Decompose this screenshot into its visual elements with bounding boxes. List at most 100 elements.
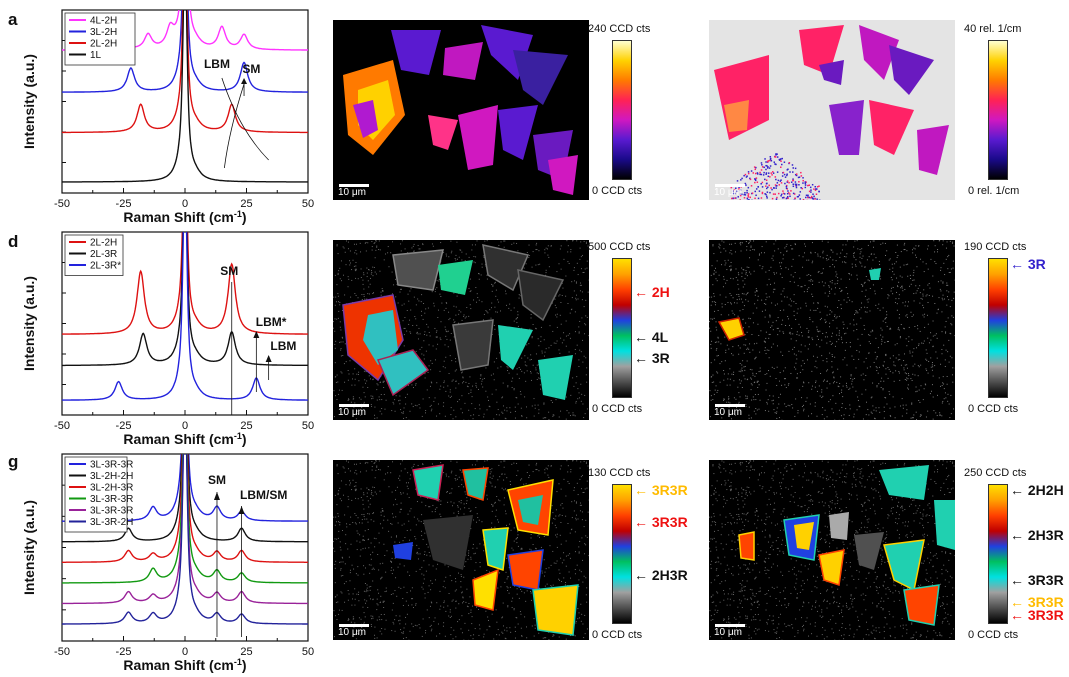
x-tick-label: 0 bbox=[182, 420, 188, 432]
flake bbox=[462, 467, 489, 501]
legend bbox=[64, 12, 136, 66]
flake bbox=[412, 464, 444, 501]
raman-spectra-chart-g: -50 -25 0 25 50 Raman Shift (cm-1) Intensity (… bbox=[21, 453, 314, 673]
raman-map-b: 10 μm bbox=[333, 20, 589, 200]
x-axis-title: Raman Shift (cm-1) bbox=[123, 209, 246, 225]
flake bbox=[513, 50, 568, 105]
x-tick-label: 25 bbox=[240, 420, 252, 432]
annotation-lbm-sm: LBM/SM bbox=[240, 488, 287, 502]
colorbar-max-label: 250 CCD cts bbox=[964, 467, 1027, 479]
colorbar-max-label: 190 CCD cts bbox=[964, 241, 1027, 253]
flake bbox=[507, 549, 544, 591]
x-tick-label: 50 bbox=[302, 646, 314, 658]
flake bbox=[738, 531, 755, 561]
legend bbox=[64, 456, 128, 533]
flake bbox=[818, 549, 845, 586]
colorbar-arrow-label: ← 2H2H bbox=[1010, 481, 1064, 498]
flake bbox=[819, 60, 844, 85]
x-tick-label: -25 bbox=[116, 420, 132, 432]
flake bbox=[498, 105, 538, 160]
colorbar-max-label: 130 CCD cts bbox=[588, 467, 651, 479]
flake bbox=[532, 584, 579, 636]
colorbar-arrow-label: ← 3R bbox=[1010, 255, 1046, 272]
colorbar-e bbox=[612, 258, 632, 398]
y-axis-title: Intensity (a.u.) bbox=[21, 500, 37, 595]
x-tick-label: -50 bbox=[54, 198, 70, 210]
flake bbox=[717, 317, 745, 341]
legend-entry: 3L-2H-2H bbox=[90, 471, 133, 482]
panel-label-g: g bbox=[8, 452, 19, 471]
annotation-sm: SM bbox=[208, 473, 226, 487]
series-line bbox=[62, 10, 308, 183]
flake bbox=[391, 30, 441, 75]
colorbar-arrow-label: ← 2H bbox=[634, 283, 670, 300]
flake bbox=[438, 260, 473, 295]
colorbar-arrow-label: ← 2H3R bbox=[1010, 527, 1064, 544]
legend-entry: 2L-2H bbox=[90, 39, 117, 50]
x-axis-title: Raman Shift (cm-1) bbox=[123, 657, 246, 673]
raman-map-h: 10 μm bbox=[333, 460, 589, 640]
x-tick-label: -50 bbox=[54, 420, 70, 432]
flake bbox=[917, 125, 949, 175]
x-tick-label: 25 bbox=[240, 646, 252, 658]
flake bbox=[428, 115, 458, 150]
flake bbox=[482, 244, 530, 292]
scale-bar: 10 μm bbox=[711, 624, 755, 638]
colorbar-arrow-label: ← 3R bbox=[634, 349, 670, 366]
flake bbox=[423, 515, 473, 570]
flake bbox=[548, 155, 578, 195]
series-line bbox=[62, 10, 308, 134]
flake bbox=[538, 355, 573, 400]
flake bbox=[518, 495, 543, 525]
flake bbox=[889, 45, 934, 95]
flake bbox=[794, 522, 814, 550]
flake bbox=[353, 100, 378, 138]
annotation-sm: SM bbox=[242, 62, 260, 76]
legend-entry: 3L-3R-3R bbox=[90, 460, 133, 471]
legend-entry: 3L-3R-3R bbox=[90, 494, 133, 505]
flake bbox=[482, 527, 509, 572]
flake bbox=[458, 105, 498, 170]
x-tick-label: 0 bbox=[182, 198, 188, 210]
series-line bbox=[62, 232, 308, 367]
series-line bbox=[62, 454, 308, 563]
x-tick-label: 0 bbox=[182, 646, 188, 658]
legend-entry: 3L-3R-2H bbox=[90, 517, 133, 528]
series-line bbox=[62, 10, 308, 93]
y-axis-title: Intensity (a.u.) bbox=[21, 276, 37, 371]
x-tick-label: -50 bbox=[54, 646, 70, 658]
x-tick-label: 50 bbox=[302, 198, 314, 210]
legend-entry: 1L bbox=[90, 50, 102, 61]
series-line bbox=[62, 454, 308, 625]
raman-map-c: 10 μm bbox=[709, 20, 955, 200]
scale-bar: 10 μm bbox=[711, 184, 755, 198]
flake bbox=[443, 42, 483, 80]
series-line bbox=[62, 454, 308, 584]
annotation-lbm: LBM bbox=[204, 57, 230, 71]
flake bbox=[854, 532, 884, 570]
annotation-lbm-star: LBM* bbox=[256, 315, 287, 329]
colorbar-i bbox=[988, 484, 1008, 624]
panel-label-a: a bbox=[8, 10, 18, 29]
flake bbox=[393, 542, 413, 560]
legend-entry: 2L-3R* bbox=[90, 261, 121, 272]
flake bbox=[934, 500, 955, 550]
legend-entry: 4L-2H bbox=[90, 16, 117, 27]
colorbar-arrow-label: ← 4L bbox=[634, 329, 669, 346]
colorbar-arrow-label: ← 3R3R bbox=[634, 481, 688, 498]
colorbar-min-label: 0 CCD cts bbox=[968, 403, 1019, 415]
legend-entry: 3L-2H bbox=[90, 27, 117, 38]
colorbar-h bbox=[612, 484, 632, 624]
flake bbox=[879, 465, 929, 500]
colorbar-min-label: 0 CCD cts bbox=[592, 403, 643, 415]
x-tick-label: -25 bbox=[116, 646, 132, 658]
raman-map-e: 10 μm bbox=[333, 240, 589, 420]
x-axis-title: Raman Shift (cm-1) bbox=[123, 431, 246, 447]
colorbar-arrow-label: ← 3R3R bbox=[1010, 571, 1064, 588]
colorbar-min-label: 0 rel. 1/cm bbox=[968, 185, 1020, 197]
scale-bar: 10 μm bbox=[335, 624, 379, 638]
flake bbox=[498, 325, 533, 370]
series-line bbox=[62, 232, 308, 401]
series-line bbox=[62, 454, 308, 605]
colorbar-b bbox=[612, 40, 632, 180]
